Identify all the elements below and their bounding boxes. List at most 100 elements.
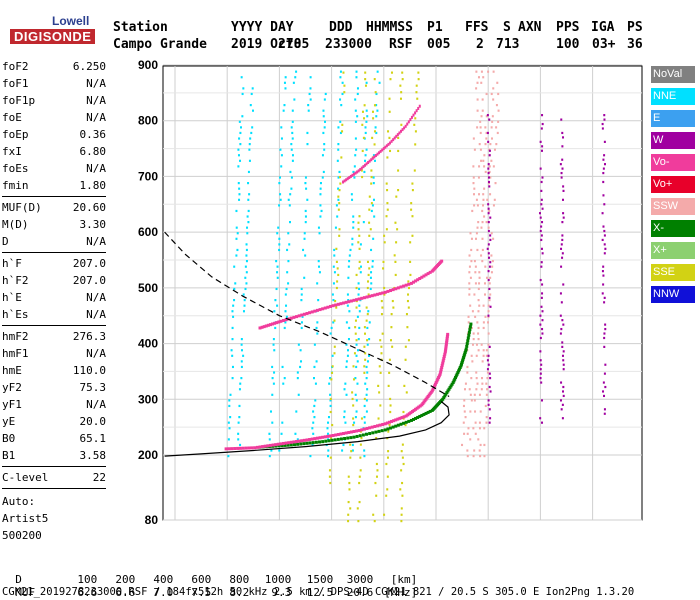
streak-dot — [540, 363, 543, 366]
streak-dot — [239, 382, 242, 385]
streak-dot — [346, 293, 349, 296]
streak-dot — [485, 115, 488, 118]
streak-dot — [416, 97, 419, 100]
streak-dot — [291, 131, 294, 135]
streak-dot — [355, 76, 358, 79]
streak-dot — [287, 198, 290, 201]
streak-dot — [394, 273, 397, 277]
streak-dot — [468, 265, 471, 268]
param-row-d: D N/A — [2, 233, 106, 250]
streak-dot — [486, 388, 489, 391]
streak-dot — [247, 221, 250, 224]
trace-upper-dot — [381, 148, 384, 152]
trace-x-mode-dot — [365, 432, 369, 436]
streak-dot — [363, 371, 366, 374]
streak-dot — [306, 198, 309, 201]
profile-dashed-curve — [164, 231, 450, 398]
header-label-7: AXN — [518, 20, 542, 35]
streak-dot — [228, 404, 231, 408]
streak-dot — [478, 393, 481, 396]
streak-dot — [477, 287, 480, 291]
streak-dot — [466, 449, 469, 452]
streak-dot — [353, 421, 356, 424]
streak-dot — [283, 377, 286, 380]
streak-dot — [245, 260, 248, 263]
legend-item-sse: SSE — [651, 264, 695, 281]
param-value: 207.0 — [72, 257, 106, 270]
streak-dot — [539, 368, 542, 371]
trace-upper-dot — [392, 138, 395, 142]
streak-dot — [488, 185, 491, 188]
streak-dot — [338, 234, 341, 237]
param-row-muf(d): MUF(D) 20.60 — [2, 199, 106, 216]
footer-d-values: 100 200 400 600 800 1000 1500 3000 [km] — [59, 573, 417, 586]
streak-dot — [323, 143, 326, 146]
trace-o-mode-dot — [439, 370, 443, 374]
trace-o-mode — [224, 332, 450, 451]
streak-dot — [312, 410, 315, 413]
streak-dot — [604, 323, 607, 326]
streak-dot — [237, 182, 240, 185]
streak-dot — [300, 360, 303, 363]
streak-dot — [414, 117, 417, 120]
streak-dot — [493, 198, 496, 201]
trace-upper-dot — [379, 149, 382, 153]
streak-dot — [400, 520, 403, 523]
header-value-6: 2 — [476, 37, 484, 52]
streak-dot — [274, 299, 277, 302]
streak-dot — [351, 198, 354, 201]
trace-o-mode-dot — [444, 348, 448, 352]
trace-o-multihop-dot — [277, 320, 281, 324]
streak-dot — [466, 371, 469, 374]
streak-dot — [561, 319, 564, 322]
param-value: N/A — [86, 308, 106, 321]
param-name: hmF1 — [2, 347, 29, 360]
streak-dot — [603, 203, 606, 206]
streak-dot — [477, 299, 480, 302]
streak-dot — [487, 221, 490, 224]
streak-dot — [540, 381, 543, 384]
streak-dot — [368, 354, 371, 357]
streak-nne — [294, 76, 312, 441]
trace-o-multihop-dot — [373, 293, 377, 297]
param-row-fof1p: foF1p N/A — [2, 92, 106, 109]
streak-dot — [478, 276, 481, 279]
trace-o-mode-dot — [444, 342, 448, 346]
legend-item-nne: NNE — [651, 88, 695, 105]
streak-dot — [359, 443, 362, 446]
streak-dot — [541, 145, 544, 148]
trace-o-multihop-dot — [297, 314, 301, 318]
trace-o-multihop-dot — [355, 298, 359, 302]
trace-o-multihop-dot — [289, 316, 293, 320]
streak-dot — [372, 237, 375, 240]
streak-dot — [235, 237, 238, 240]
trace-x-mode-dot — [374, 430, 378, 434]
trace-o-mode-dot — [255, 445, 259, 449]
streak-dot — [478, 304, 481, 307]
streak-dot — [355, 306, 358, 309]
trace-o-multihop-dot — [440, 259, 444, 263]
streak-dot — [363, 421, 366, 424]
streak-dot — [352, 423, 355, 427]
streak-dot — [602, 167, 605, 170]
streak-dot — [357, 228, 360, 231]
streak-dot — [486, 371, 489, 374]
trace-o-mode-dot — [381, 422, 385, 426]
trace-upper-dot — [346, 177, 349, 181]
trace-upper-dot — [404, 124, 407, 128]
y-tick-label-700: 700 — [138, 169, 158, 183]
streak-dot — [269, 410, 272, 413]
streak-dot — [330, 326, 333, 330]
streak-dot — [487, 212, 490, 215]
trace-o-mode-dot — [328, 434, 332, 438]
trace-o-mode-dot — [409, 411, 413, 415]
trace-upper-dot — [407, 120, 410, 124]
muf-value-6: 12.5 — [306, 586, 334, 599]
auto-line-0: Auto: — [2, 495, 36, 508]
streak-dot — [382, 260, 385, 263]
trace-x-mode-dot — [349, 436, 353, 440]
streak-dot — [491, 260, 494, 263]
streak-dot — [240, 349, 243, 352]
trace-o-multihop-dot — [411, 280, 415, 284]
streak-dot — [561, 403, 564, 406]
